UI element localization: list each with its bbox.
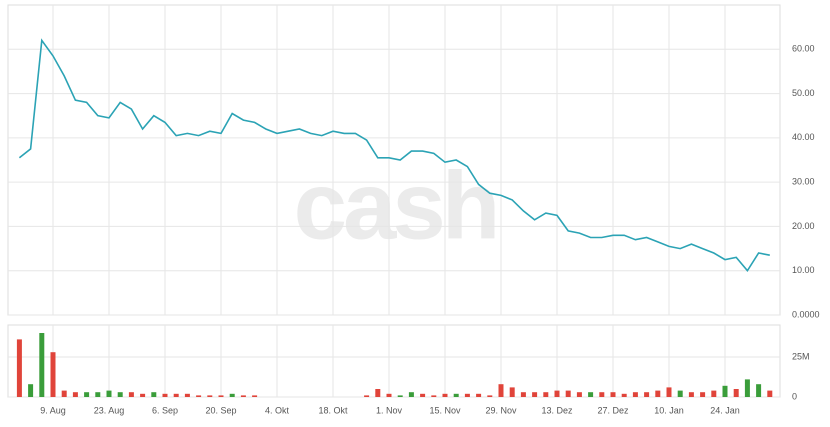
volume-bar	[677, 390, 683, 397]
volume-bar	[498, 384, 504, 397]
volume-bar	[442, 393, 448, 397]
volume-bar	[476, 393, 482, 397]
volume-bar	[84, 392, 90, 397]
volume-frame	[7, 324, 781, 398]
volume-bar	[520, 392, 526, 397]
y-tick-label: 0	[792, 391, 797, 401]
volume-bar	[375, 389, 381, 397]
volume-bar	[364, 395, 370, 397]
volume-bar	[72, 392, 78, 397]
volume-bar	[532, 392, 538, 397]
volume-bar	[621, 393, 627, 397]
volume-bar	[117, 392, 123, 397]
x-tick-label: 10. Jan	[654, 405, 684, 415]
y-tick-label: 50.00	[792, 88, 815, 98]
y-tick-label: 25M	[792, 351, 810, 361]
volume-bar	[420, 393, 426, 397]
volume-bar	[554, 390, 560, 397]
volume-bar	[218, 395, 224, 397]
y-tick-label: 30.00	[792, 177, 815, 187]
volume-bar	[162, 393, 168, 397]
volume-bar	[453, 393, 459, 397]
volume-bar	[39, 333, 45, 397]
volume-bar	[252, 395, 258, 397]
x-tick-label: 6. Sep	[152, 405, 178, 415]
volume-bar	[140, 393, 146, 397]
volume-bar	[576, 392, 582, 397]
volume-bar	[28, 384, 34, 397]
y-tick-label: 40.00	[792, 132, 815, 142]
volume-bar	[464, 393, 470, 397]
volume-bar	[722, 385, 728, 397]
x-tick-label: 29. Nov	[485, 405, 517, 415]
volume-bar	[386, 393, 392, 397]
volume-bar	[711, 390, 717, 397]
price-line	[18, 38, 770, 273]
volume-bar	[196, 395, 202, 397]
volume-bar	[565, 390, 571, 397]
volume-bar	[408, 392, 414, 397]
volume-bar	[61, 390, 67, 397]
volume-bar	[543, 392, 549, 397]
x-tick-label: 9. Aug	[40, 405, 66, 415]
volume-bar	[644, 392, 650, 397]
y-tick-label: 10.00	[792, 265, 815, 275]
volume-bar	[666, 387, 672, 397]
volume-bar	[106, 390, 112, 397]
y-tick-label: 20.00	[792, 221, 815, 231]
x-tick-label: 23. Aug	[94, 405, 125, 415]
volume-bar	[184, 393, 190, 397]
volume-bar	[151, 392, 157, 397]
volume-bar	[767, 390, 773, 397]
volume-bar	[655, 390, 661, 397]
volume-bar	[431, 395, 437, 397]
x-tick-label: 20. Sep	[205, 405, 236, 415]
x-tick-label: 4. Okt	[265, 405, 290, 415]
x-tick-label: 1. Nov	[376, 405, 403, 415]
volume-bar	[733, 389, 739, 397]
volume-bar	[610, 392, 616, 397]
x-tick-label: 15. Nov	[429, 405, 461, 415]
volume-bar	[397, 395, 403, 397]
volume-bar	[688, 392, 694, 397]
volume-bar	[700, 392, 706, 397]
volume-bar	[744, 379, 750, 397]
volume-bar	[599, 392, 605, 397]
volume-bar	[95, 392, 101, 397]
x-tick-label: 18. Okt	[318, 405, 348, 415]
volume-bar	[240, 395, 246, 397]
volume-bar	[229, 393, 235, 397]
volume-bar	[509, 387, 515, 397]
volume-bar	[756, 384, 762, 397]
watermark: cash	[294, 152, 497, 259]
y-tick-label: 0.0000	[792, 309, 820, 319]
x-tick-label: 13. Dez	[541, 405, 573, 415]
volume-bar	[50, 352, 56, 397]
y-tick-label: 60.00	[792, 44, 815, 54]
volume-bar	[588, 392, 594, 397]
volume-bar	[16, 339, 22, 397]
volume-bar	[632, 392, 638, 397]
volume-bar	[173, 393, 179, 397]
volume-bar	[487, 395, 493, 397]
volume-bar	[207, 395, 213, 397]
x-tick-label: 27. Dez	[597, 405, 629, 415]
volume-bar	[128, 392, 134, 397]
x-tick-label: 24. Jan	[710, 405, 740, 415]
